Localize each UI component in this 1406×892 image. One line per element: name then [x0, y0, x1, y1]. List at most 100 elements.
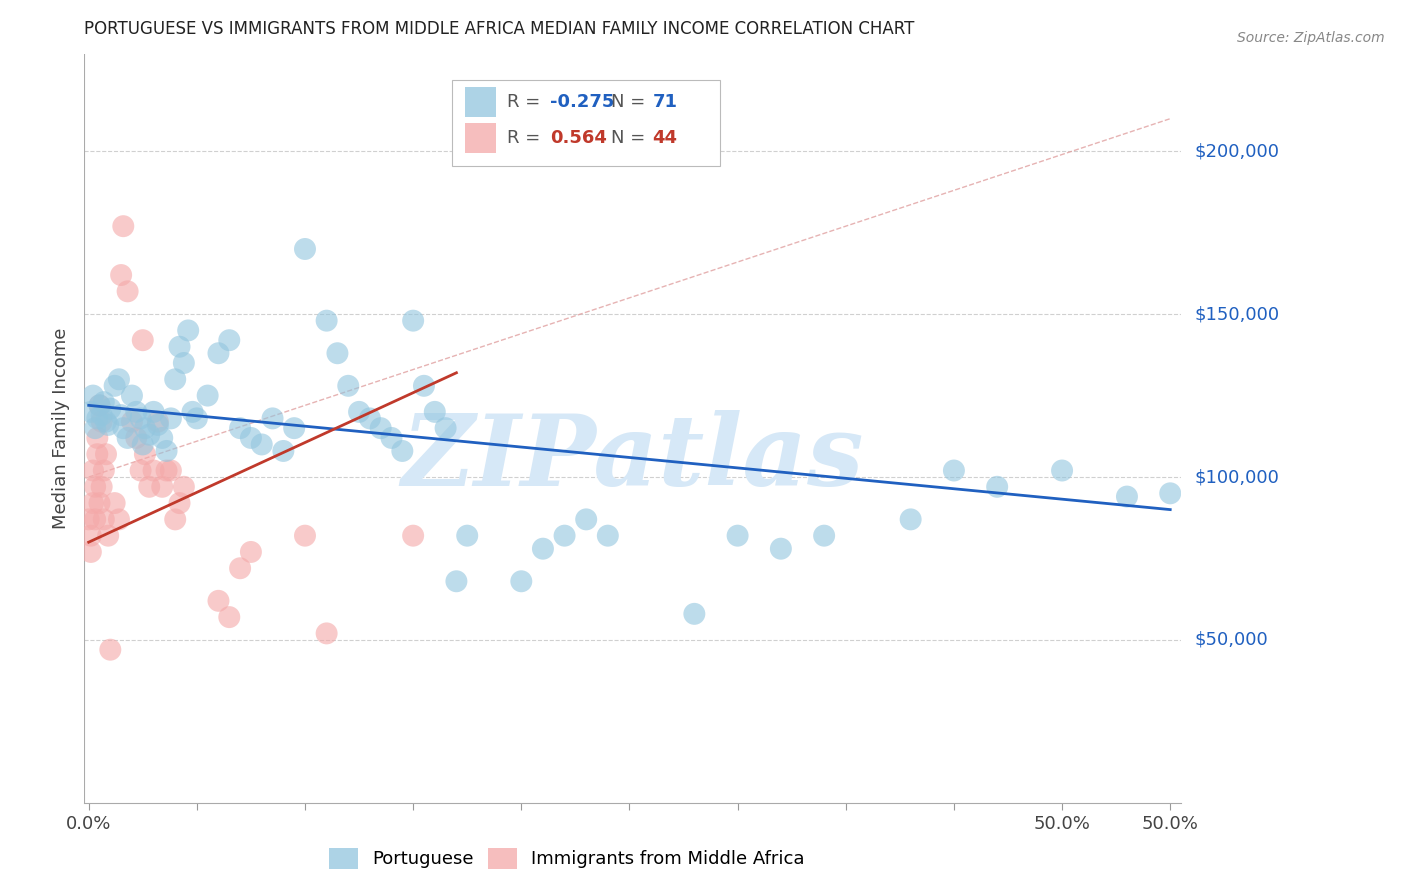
- Point: [142, 463, 165, 477]
- Point: [86, 411, 108, 425]
- Point: [84, 421, 107, 435]
- Point: [121, 415, 143, 429]
- Point: [125, 405, 148, 419]
- Point: [510, 574, 533, 589]
- Point: [294, 242, 316, 256]
- Point: [110, 408, 132, 422]
- Point: [97, 529, 120, 543]
- Point: [575, 512, 598, 526]
- Point: [315, 626, 337, 640]
- Text: $50,000: $50,000: [1195, 631, 1268, 648]
- Point: [104, 379, 127, 393]
- Point: [90, 415, 112, 429]
- Point: [93, 395, 115, 409]
- Point: [727, 529, 749, 543]
- Point: [146, 415, 169, 429]
- Point: [142, 405, 165, 419]
- Point: [173, 480, 195, 494]
- Point: [98, 401, 121, 416]
- Point: [94, 415, 117, 429]
- Point: [197, 388, 219, 402]
- Point: [402, 313, 425, 327]
- Point: [89, 496, 111, 510]
- Point: [283, 421, 305, 435]
- Point: [391, 444, 413, 458]
- Point: [94, 447, 117, 461]
- Point: [207, 346, 229, 360]
- Point: [370, 421, 392, 435]
- Point: [446, 574, 468, 589]
- Point: [986, 480, 1008, 494]
- Point: [90, 408, 112, 422]
- Point: [596, 529, 619, 543]
- Point: [239, 545, 262, 559]
- Point: [80, 405, 103, 419]
- Point: [423, 405, 446, 419]
- Point: [531, 541, 554, 556]
- Point: [239, 431, 262, 445]
- Point: [84, 512, 107, 526]
- Point: [177, 323, 200, 337]
- Point: [273, 444, 295, 458]
- Point: [89, 398, 111, 412]
- Point: [129, 463, 152, 477]
- Point: [456, 529, 478, 543]
- Point: [117, 431, 139, 445]
- Point: [315, 313, 337, 327]
- Point: [146, 417, 169, 432]
- Point: [86, 447, 108, 461]
- Point: [380, 431, 402, 445]
- Text: ZIPatlas: ZIPatlas: [402, 410, 863, 507]
- Point: [813, 529, 835, 543]
- Text: 44: 44: [652, 129, 678, 147]
- Point: [125, 431, 148, 445]
- Point: [1050, 463, 1073, 477]
- Point: [169, 496, 191, 510]
- Point: [181, 405, 204, 419]
- Point: [218, 333, 240, 347]
- Point: [229, 421, 252, 435]
- Text: -0.275: -0.275: [551, 94, 614, 112]
- Point: [104, 496, 127, 510]
- Text: PORTUGUESE VS IMMIGRANTS FROM MIDDLE AFRICA MEDIAN FAMILY INCOME CORRELATION CHA: PORTUGUESE VS IMMIGRANTS FROM MIDDLE AFR…: [84, 21, 915, 38]
- Point: [347, 405, 370, 419]
- Point: [93, 512, 115, 526]
- Point: [359, 411, 381, 425]
- Point: [160, 463, 183, 477]
- Point: [207, 594, 229, 608]
- Point: [169, 340, 191, 354]
- Text: Source: ZipAtlas.com: Source: ZipAtlas.com: [1237, 31, 1385, 45]
- Point: [86, 431, 108, 445]
- Point: [98, 642, 121, 657]
- Point: [155, 463, 177, 477]
- Point: [218, 610, 240, 624]
- Point: [82, 496, 104, 510]
- Point: [769, 541, 792, 556]
- Point: [683, 607, 706, 621]
- Point: [108, 372, 131, 386]
- Point: [129, 411, 152, 425]
- Point: [121, 388, 143, 402]
- Point: [402, 529, 425, 543]
- Text: R =: R =: [506, 94, 546, 112]
- Point: [150, 480, 173, 494]
- Point: [84, 480, 107, 494]
- Point: [77, 512, 100, 526]
- Text: R =: R =: [506, 129, 546, 147]
- Point: [1159, 486, 1181, 500]
- Text: N =: N =: [610, 129, 651, 147]
- Point: [250, 437, 273, 451]
- Point: [262, 411, 284, 425]
- Point: [173, 356, 195, 370]
- Point: [108, 512, 131, 526]
- Point: [117, 285, 139, 299]
- Point: [229, 561, 252, 575]
- FancyBboxPatch shape: [465, 123, 496, 153]
- Point: [165, 512, 187, 526]
- Text: $150,000: $150,000: [1195, 305, 1279, 323]
- Point: [110, 268, 132, 282]
- Point: [80, 545, 103, 559]
- Point: [90, 480, 112, 494]
- Point: [155, 444, 177, 458]
- Point: [89, 398, 111, 412]
